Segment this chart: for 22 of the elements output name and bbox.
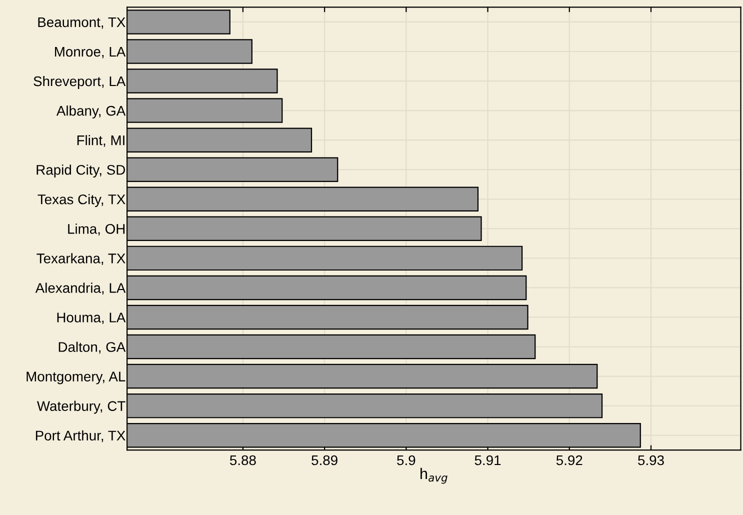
y-tick-label: Flint, MI	[77, 135, 124, 147]
y-tick-label: Rapid City, SD	[36, 164, 125, 178]
y-tick-label: Monroe, LA	[55, 46, 126, 58]
y-tick-label: Albany, GA	[56, 106, 126, 118]
y-tick-label: Waterbury, CT	[36, 400, 126, 414]
y-tick-label: Port Arthur, TX	[36, 430, 126, 442]
y-tick-label: Alexandria, LA	[35, 282, 126, 295]
y-tick-label: Montgomery, AL	[26, 372, 126, 384]
y-tick-label: Texarkana, TX	[36, 253, 126, 265]
x-tick-label: 5.93	[638, 455, 664, 466]
x-tick-label: 5.88	[230, 455, 256, 466]
x-tick-label: 5.89	[312, 455, 338, 466]
y-tick-label: Houma, LA	[57, 312, 126, 324]
y-tick-label: Shreveport, LA	[34, 76, 126, 89]
x-tick-label: 5.9	[397, 455, 416, 466]
y-tick-label: Texas City, TX	[38, 194, 126, 208]
x-axis-title: h$_{avg}$	[420, 468, 448, 484]
x-tick-label: 5.91	[474, 455, 501, 466]
y-tick-label: Beaumont, TX	[38, 17, 126, 29]
y-tick-label: Lima, OH	[68, 224, 125, 236]
y-tick-label: Dalton, GA	[58, 342, 126, 354]
x-tick-label: 5.92	[556, 455, 582, 466]
